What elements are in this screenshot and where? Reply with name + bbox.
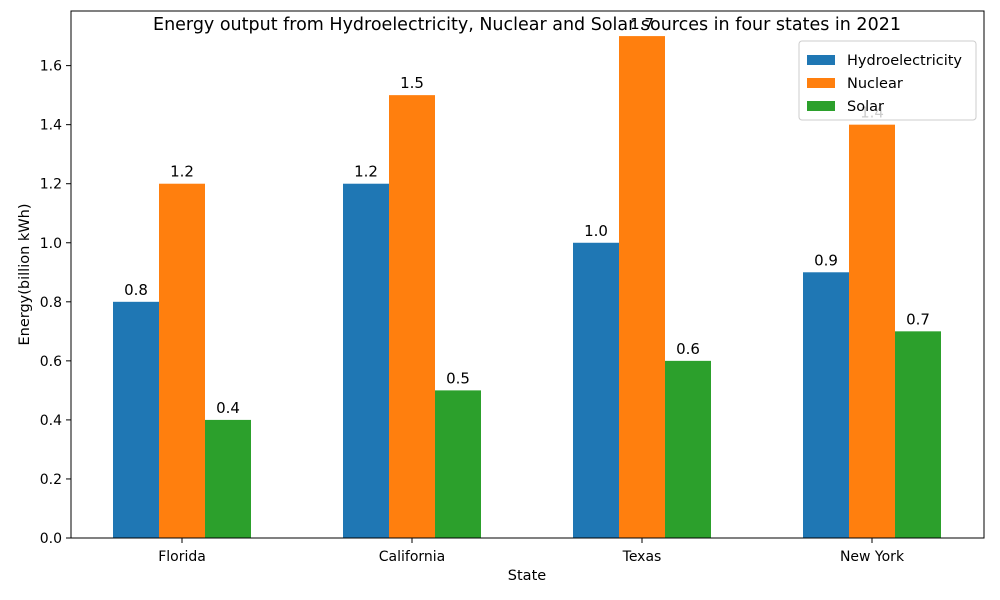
bar-nuclear-florida xyxy=(159,183,205,538)
bar-nuclear-new-york xyxy=(849,124,895,539)
y-tick-label: 1.4 xyxy=(40,118,62,134)
y-tick-label: 1.2 xyxy=(40,177,62,193)
y-tick-label: 1.0 xyxy=(40,236,62,252)
legend-entry: Solar xyxy=(847,99,884,115)
bar-nuclear-texas xyxy=(619,36,665,538)
y-tick-label: 0.4 xyxy=(40,413,62,429)
y-axis: 0.0 0.2 0.4 0.6 0.8 1.0 1.2 1.4 1.6 xyxy=(40,59,71,547)
data-label: 0.7 xyxy=(906,310,930,328)
legend-entry: Nuclear xyxy=(847,76,903,92)
y-tick-label: 0.2 xyxy=(40,472,62,488)
data-label: 0.5 xyxy=(446,369,470,387)
bar-solar-florida xyxy=(205,419,251,538)
y-tick-label: 0.8 xyxy=(40,295,62,311)
bar-hydroelectricity-florida xyxy=(113,301,159,538)
legend-frame xyxy=(798,40,977,121)
data-label: 0.6 xyxy=(676,340,700,358)
x-axis-label: State xyxy=(508,568,546,584)
chart-title: Energy output from Hydroelectricity, Nuc… xyxy=(153,15,901,35)
legend: Hydroelectricity Nuclear Solar xyxy=(798,40,977,121)
y-tick-label: 1.6 xyxy=(40,59,62,75)
bar-hydroelectricity-new-york xyxy=(803,272,849,538)
bar-hydroelectricity-california xyxy=(343,183,389,538)
legend-swatch-nuclear xyxy=(807,78,835,88)
x-tick-label: California xyxy=(379,549,445,565)
bar-solar-new-york xyxy=(895,331,941,538)
data-label: 1.7 xyxy=(630,15,654,33)
data-label: 1.0 xyxy=(584,222,608,240)
legend-entry: Hydroelectricity xyxy=(847,53,962,69)
data-label: 0.9 xyxy=(814,251,838,269)
data-label: 0.4 xyxy=(216,399,240,417)
y-axis-label: Energy(billion kWh) xyxy=(17,204,33,346)
data-label: 1.2 xyxy=(354,163,378,181)
x-tick-label: Florida xyxy=(158,549,206,565)
bar-solar-california xyxy=(435,390,481,538)
bar-hydroelectricity-texas xyxy=(573,242,619,538)
data-label: 0.8 xyxy=(124,281,148,299)
legend-swatch-hydroelectricity xyxy=(807,55,835,65)
data-label: 1.2 xyxy=(170,163,194,181)
data-labels-group: 0.81.21.00.91.21.51.71.40.40.50.60.7 xyxy=(124,15,930,417)
bars-group xyxy=(113,36,941,539)
bar-nuclear-california xyxy=(389,95,435,539)
x-tick-label: New York xyxy=(840,549,905,565)
x-axis: Florida California Texas New York xyxy=(158,538,905,565)
y-tick-label: 0.6 xyxy=(40,354,62,370)
y-tick-label: 0.0 xyxy=(40,531,62,547)
x-tick-label: Texas xyxy=(622,549,662,565)
bar-solar-texas xyxy=(665,360,711,538)
data-label: 1.5 xyxy=(400,74,424,92)
plot-frame xyxy=(70,10,985,539)
legend-swatch-solar xyxy=(807,101,835,111)
